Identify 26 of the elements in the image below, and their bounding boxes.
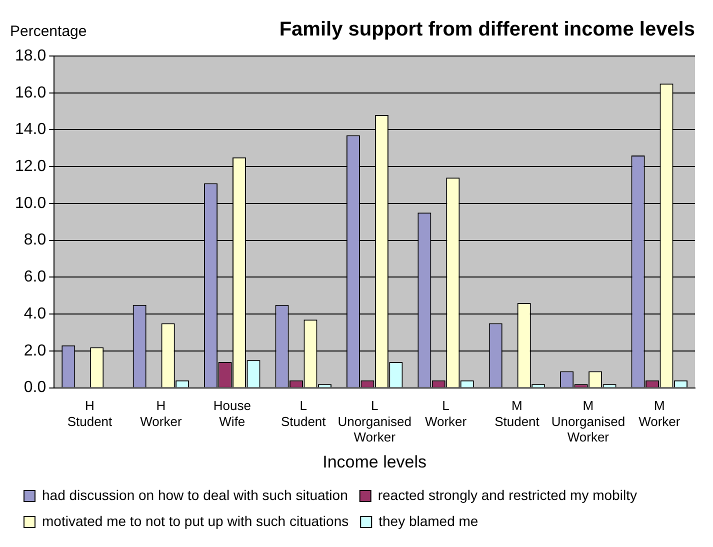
legend-label: motivated me to not to put up with such cituations xyxy=(42,512,349,529)
x-tick-label: M Worker xyxy=(638,398,681,429)
x-tick-label: M Unorganised Worker xyxy=(551,398,626,444)
y-tick-label: 18.0 xyxy=(15,47,46,64)
x-tick-label: L Unorganised Worker xyxy=(338,398,412,444)
y-axis-title: Percentage xyxy=(10,23,87,40)
x-tick-label: House Wife xyxy=(213,398,251,429)
legend-label: had discussion on how to deal with such situation xyxy=(42,486,348,503)
x-tick-label: H Student xyxy=(67,398,113,429)
x-tick-label: M Student xyxy=(494,398,540,429)
x-axis-title: Income levels xyxy=(322,452,427,472)
y-tick-label: 12.0 xyxy=(15,158,46,176)
legend-label: they blamed me xyxy=(378,512,478,529)
y-tick-label: 8.0 xyxy=(24,232,46,249)
y-tick-label: 0.0 xyxy=(24,379,46,396)
x-tick-label: H Worker xyxy=(140,398,182,429)
y-tick-label: 6.0 xyxy=(24,268,46,286)
y-tick-label: 2.0 xyxy=(24,342,46,360)
y-tick-label: 16.0 xyxy=(15,84,46,102)
y-tick-label: 10.0 xyxy=(15,194,46,212)
y-tick-label: 14.0 xyxy=(15,121,46,138)
legend-label: reacted strongly and restricted my mobilty xyxy=(378,486,637,503)
chart-title: Family support from different income levels xyxy=(279,18,695,41)
x-tick-label: L Worker xyxy=(424,398,468,429)
y-tick-label: 4.0 xyxy=(24,305,46,322)
x-tick-label: L Student xyxy=(280,398,326,429)
